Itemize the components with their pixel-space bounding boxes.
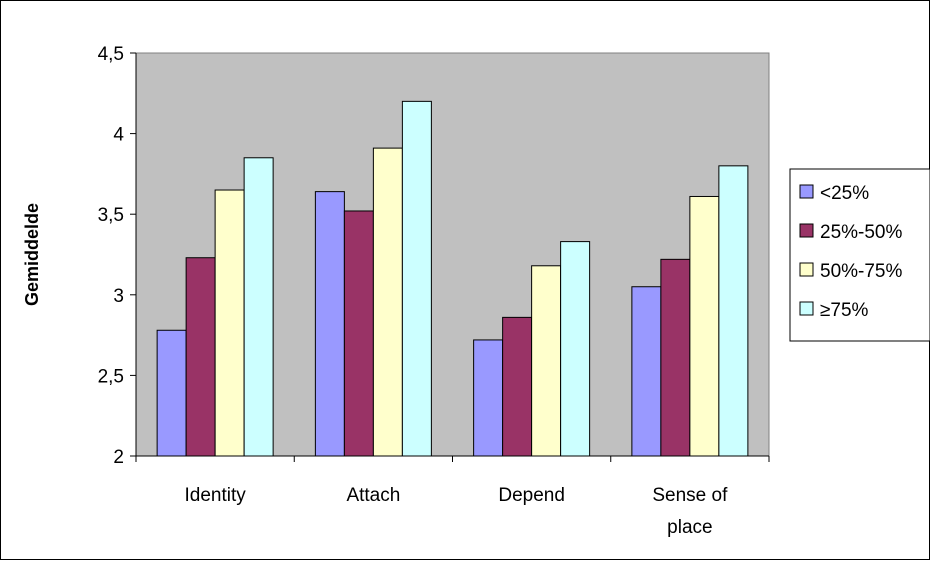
- x-tick-label: Attach: [346, 485, 400, 506]
- bar: [718, 165, 749, 457]
- bar: [156, 329, 187, 457]
- x-ticks-group: Identity Attach Depend Sense of place: [135, 456, 770, 538]
- x-tick-label: Depend: [498, 485, 565, 506]
- legend-label: ≥75%: [820, 300, 869, 321]
- bar: [243, 157, 274, 457]
- bar: [372, 147, 403, 457]
- bar: [214, 189, 245, 457]
- y-tick-label: 2: [113, 447, 124, 468]
- bar: [631, 286, 662, 457]
- bar: [560, 241, 591, 457]
- x-tick-label: Sense of place: [652, 485, 728, 538]
- y-ticks-group: 2 2,5 3 3,5 4 4,5: [98, 44, 136, 468]
- bar: [343, 210, 374, 457]
- y-tick-label: 4: [113, 125, 124, 146]
- bar: [660, 258, 691, 457]
- y-tick-label: 2,5: [98, 366, 124, 387]
- bar: [689, 195, 720, 457]
- legend-label: 25%-50%: [820, 222, 902, 243]
- legend-swatch: [799, 262, 814, 277]
- bar: [401, 100, 432, 457]
- bar: [473, 339, 504, 457]
- y-tick-label: 3: [113, 286, 124, 307]
- bar: [314, 191, 345, 457]
- legend-swatch: [799, 301, 814, 316]
- legend-swatch: [799, 184, 814, 199]
- bar: [502, 316, 533, 457]
- y-axis-title: Gemiddelde: [22, 203, 42, 306]
- legend-swatch: [799, 223, 814, 238]
- bar: [531, 265, 562, 457]
- bars-group: [156, 100, 749, 457]
- bar: [185, 257, 216, 457]
- y-tick-label: 4,5: [98, 44, 124, 65]
- y-tick-label: 3,5: [98, 205, 124, 226]
- legend-label: <25%: [820, 183, 869, 204]
- x-tick-label: Identity: [184, 485, 246, 506]
- legend: <25% 25%-50% 50%-75% ≥75%: [789, 168, 930, 342]
- legend-label: 50%-75%: [820, 261, 902, 282]
